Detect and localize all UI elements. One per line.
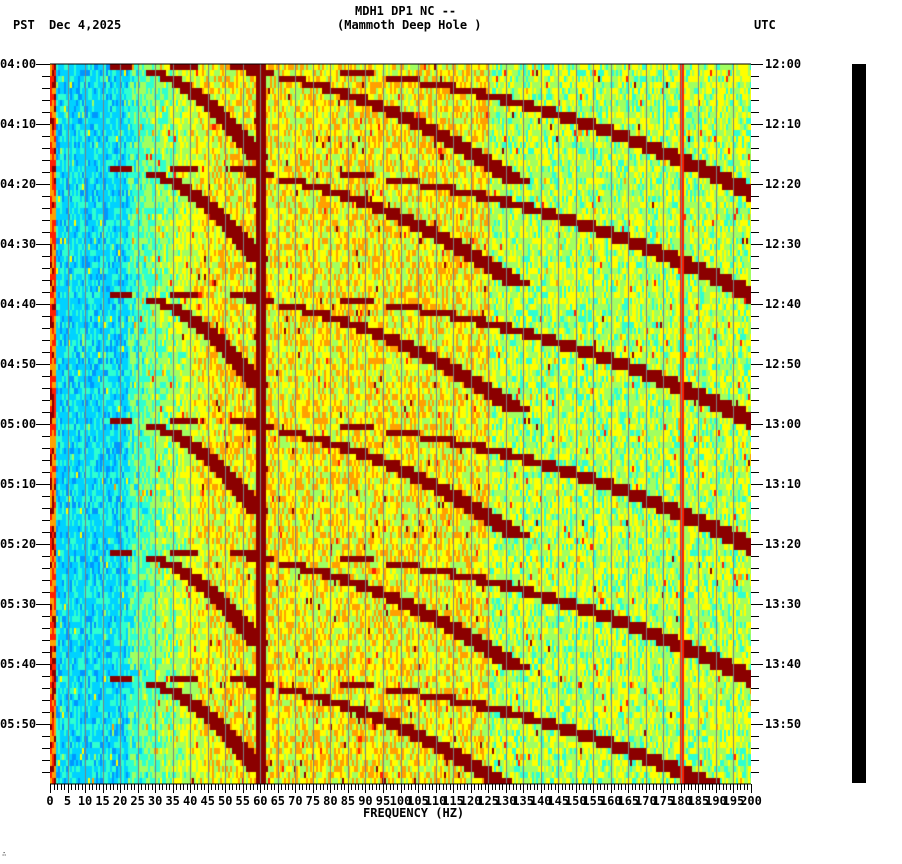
frequency-tick-label: 150 xyxy=(564,794,587,808)
frequency-tick-label: 80 xyxy=(323,794,338,808)
frequency-tick-label: 35 xyxy=(165,794,180,808)
date-label: Dec 4,2025 xyxy=(49,18,122,32)
time-label-utc: 12:10 xyxy=(765,117,802,131)
time-label-utc: 12:00 xyxy=(765,57,802,71)
frequency-tick-label: 95 xyxy=(375,794,391,808)
left-timezone-label: PST xyxy=(13,18,35,32)
frequency-tick-label: 130 xyxy=(494,794,517,808)
frequency-tick-label: 135 xyxy=(512,794,535,808)
time-label-utc: 13:10 xyxy=(765,477,802,491)
frequency-tick-label: 60 xyxy=(253,794,268,808)
time-label-pst: 04:20 xyxy=(0,177,37,191)
frequency-tick-label: 70 xyxy=(288,794,303,808)
x-axis-title: FREQUENCY (HZ) xyxy=(363,806,465,820)
frequency-tick-label: 170 xyxy=(635,794,657,808)
time-label-utc: 13:20 xyxy=(765,537,802,551)
frequency-tick-label: 175 xyxy=(652,794,675,808)
frequency-tick-label: 0 xyxy=(46,794,54,808)
frequency-tick-label: 30 xyxy=(147,794,163,808)
frequency-tick-label: 160 xyxy=(599,794,622,808)
frequency-tick-label: 145 xyxy=(547,794,570,808)
time-label-pst: 05:50 xyxy=(0,717,37,731)
frequency-tick-label: 50 xyxy=(218,794,233,808)
frequency-tick-label: 90 xyxy=(358,794,373,808)
frequency-tick-label: 40 xyxy=(182,794,198,808)
time-label-pst: 04:40 xyxy=(0,297,37,311)
time-label-utc: 13:30 xyxy=(765,597,802,611)
frequency-tick-label: 20 xyxy=(112,794,128,808)
frequency-tick-label: 140 xyxy=(529,794,552,808)
frequency-tick-label: 180 xyxy=(670,794,692,808)
frequency-tick-label: 165 xyxy=(617,794,640,808)
frequency-tick-label: 5 xyxy=(63,794,72,808)
spectrogram-canvas xyxy=(50,64,751,784)
frequency-tick-label: 65 xyxy=(270,794,286,808)
frequency-tick-label: 115 xyxy=(442,794,464,808)
frequency-tick-label: 125 xyxy=(477,794,499,808)
time-label-utc: 12:50 xyxy=(765,357,802,371)
frequency-tick-label: 105 xyxy=(407,794,429,808)
time-label-pst: 04:30 xyxy=(0,237,37,251)
frequency-tick-label: 10 xyxy=(77,794,93,808)
time-label-pst: 05:40 xyxy=(0,657,37,671)
frequency-tick-label: 15 xyxy=(95,794,110,808)
frequency-tick-label: 45 xyxy=(200,794,215,808)
time-label-pst: 04:50 xyxy=(0,357,37,371)
time-label-utc: 13:40 xyxy=(765,657,802,671)
frequency-tick-label: 190 xyxy=(705,794,727,808)
site-title: (Mammoth Deep Hole ) xyxy=(337,18,482,32)
frequency-tick-label: 200 xyxy=(740,794,762,808)
frequency-tick-label: 85 xyxy=(340,794,356,808)
station-title: MDH1 DP1 NC -- xyxy=(355,4,457,18)
frequency-tick-label: 120 xyxy=(459,794,482,808)
time-label-pst: 05:00 xyxy=(0,417,37,431)
time-label-pst: 04:10 xyxy=(0,117,37,131)
frequency-tick-label: 195 xyxy=(722,794,745,808)
frequency-tick-label: 25 xyxy=(130,794,145,808)
time-label-pst: 05:20 xyxy=(0,537,37,551)
frequency-tick-label: 55 xyxy=(235,794,250,808)
time-label-pst: 05:10 xyxy=(0,477,37,491)
right-timezone-label: UTC xyxy=(754,18,776,32)
time-label-pst: 04:00 xyxy=(0,57,37,71)
corner-mark: ∴ xyxy=(2,850,7,858)
time-label-utc: 12:40 xyxy=(765,297,802,311)
time-label-utc: 12:30 xyxy=(765,237,802,251)
amplitude-scale-bar xyxy=(852,64,866,783)
time-label-utc: 12:20 xyxy=(765,177,802,191)
time-label-pst: 05:30 xyxy=(0,597,37,611)
time-label-utc: 13:50 xyxy=(765,717,802,731)
frequency-tick-label: 75 xyxy=(305,794,321,808)
frequency-tick-label: 185 xyxy=(687,794,710,808)
frequency-tick-label: 100 xyxy=(389,794,412,808)
spectrogram-plot xyxy=(50,64,751,784)
frequency-tick-label: 155 xyxy=(582,794,605,808)
frequency-tick-label: 110 xyxy=(424,794,447,808)
time-label-utc: 13:00 xyxy=(765,417,802,431)
